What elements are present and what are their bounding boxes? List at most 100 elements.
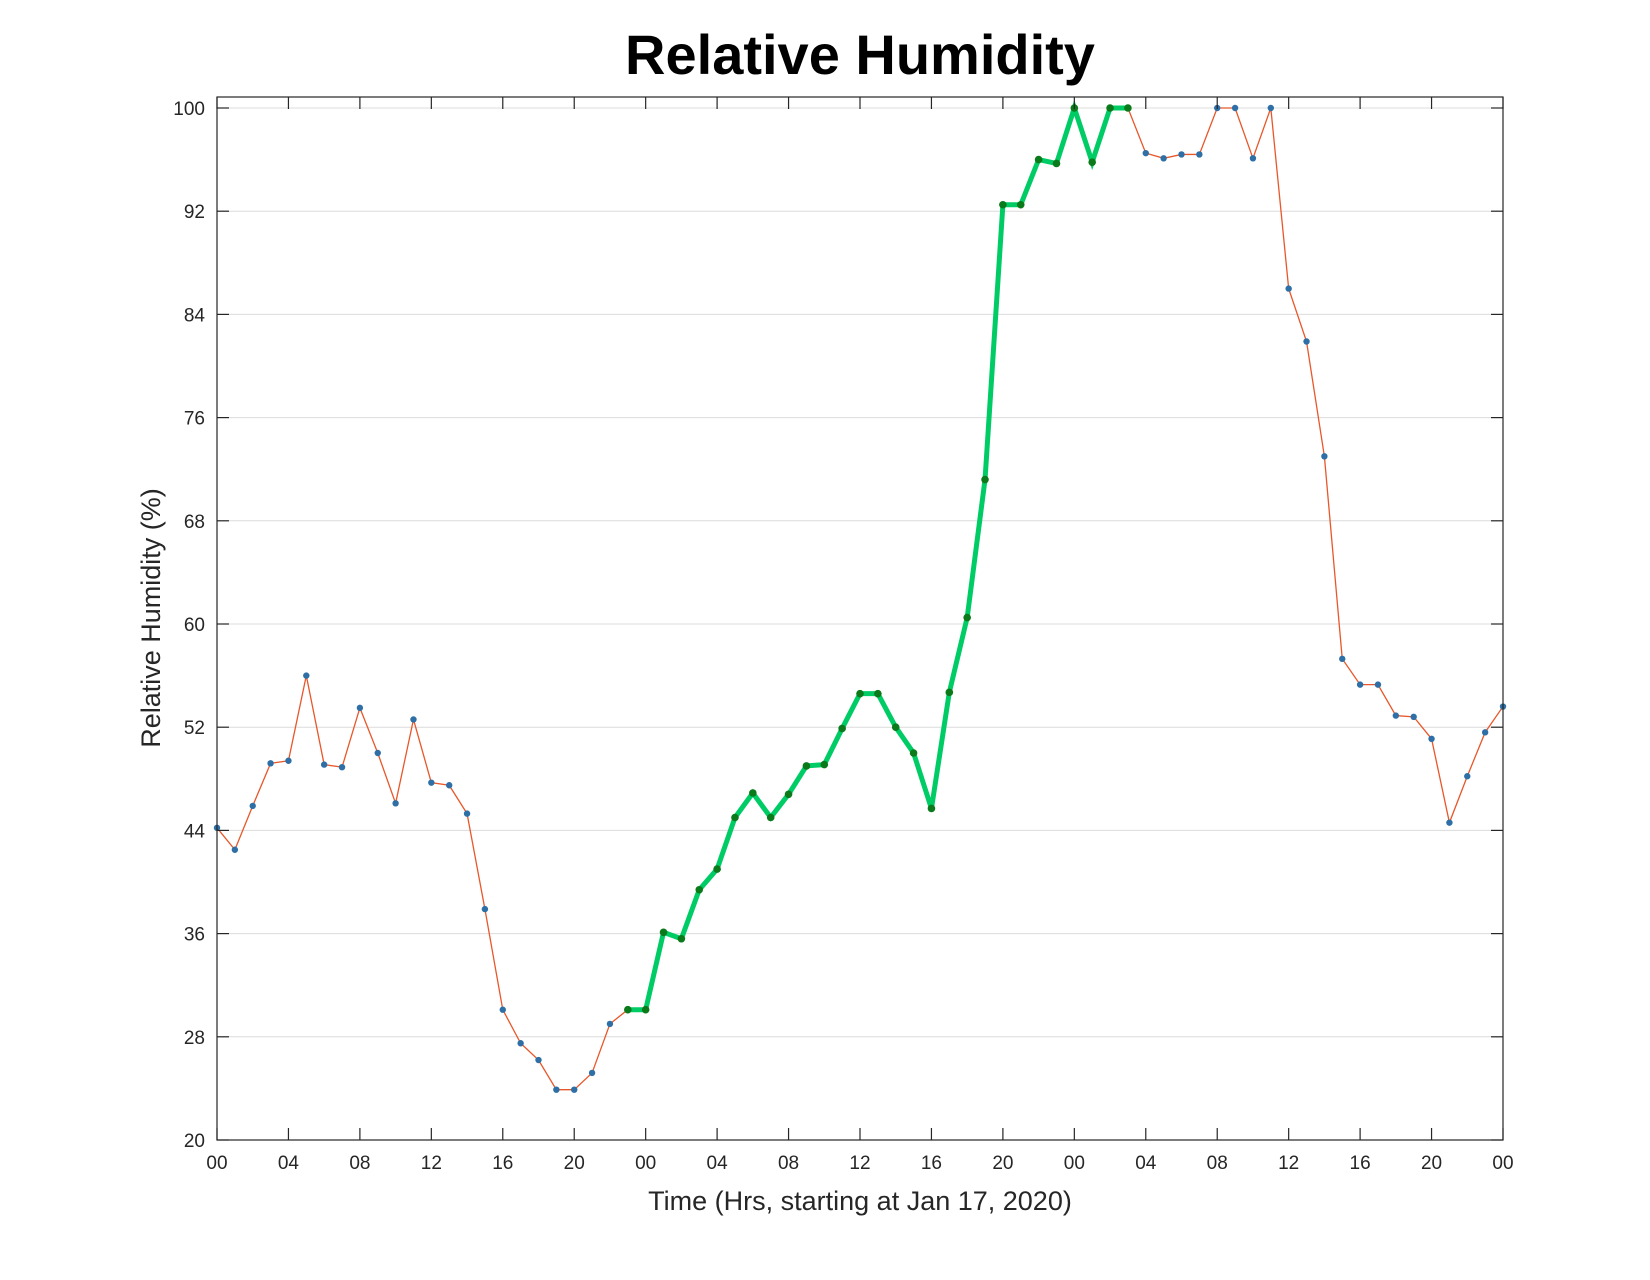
x-tick-label: 16: [492, 1153, 513, 1174]
x-tick-label: 12: [849, 1153, 870, 1174]
data-point: [1196, 151, 1203, 158]
y-tick-label: 60: [184, 615, 205, 636]
data-point: [463, 810, 471, 817]
data-point: [1374, 681, 1382, 688]
data-point: [410, 716, 417, 723]
data-point-highlight: [981, 475, 989, 484]
y-tick-label: 68: [184, 512, 205, 533]
data-point: [445, 782, 453, 789]
data-point-highlight: [1034, 155, 1043, 164]
data-point: [1178, 151, 1185, 158]
x-tick-label: 04: [278, 1153, 300, 1174]
data-point-highlight: [784, 790, 793, 799]
data-point: [1303, 338, 1310, 345]
y-tick-label: 44: [184, 821, 206, 842]
data-point: [481, 905, 489, 913]
y-tick-label: 92: [184, 202, 205, 223]
data-point: [1160, 155, 1167, 162]
x-tick-label: 00: [1064, 1153, 1085, 1174]
y-tick-label: 84: [184, 305, 206, 326]
chart-title: Relative Humidity: [625, 23, 1095, 86]
data-point-highlight: [695, 885, 704, 894]
y-axis-label: Relative Humidity (%): [136, 488, 166, 748]
data-point: [392, 800, 399, 807]
data-point: [1481, 729, 1489, 736]
x-tick-label: 08: [349, 1153, 370, 1174]
data-point: [553, 1086, 560, 1093]
data-point: [1231, 104, 1239, 112]
x-tick-label: 20: [992, 1153, 1013, 1174]
data-point: [249, 802, 256, 810]
data-point: [1267, 104, 1275, 112]
data-point: [374, 749, 381, 757]
y-tick-label: 36: [184, 925, 205, 946]
data-point: [1321, 453, 1328, 460]
data-point-highlight: [856, 689, 864, 698]
data-point: [1428, 735, 1435, 743]
x-tick-label: 00: [206, 1153, 227, 1174]
x-tick-label: 12: [421, 1153, 442, 1174]
x-tick-label: 12: [1278, 1153, 1299, 1174]
x-tick-label: 04: [1135, 1153, 1157, 1174]
data-point: [303, 672, 310, 679]
data-point-highlight: [713, 865, 721, 873]
data-point-highlight: [945, 688, 954, 697]
data-point: [320, 761, 328, 768]
y-tick-label: 52: [184, 718, 205, 739]
data-point-highlight: [1124, 104, 1132, 112]
data-point-highlight: [1106, 104, 1114, 112]
data-point: [428, 779, 435, 786]
data-point-highlight: [838, 724, 846, 733]
data-point: [571, 1086, 578, 1093]
data-point: [606, 1020, 614, 1028]
data-point: [285, 757, 292, 764]
data-point: [1392, 712, 1400, 719]
y-tick-label: 28: [184, 1028, 205, 1049]
data-point: [231, 846, 239, 853]
data-point: [267, 760, 274, 767]
x-tick-label: 20: [564, 1153, 585, 1174]
data-point: [588, 1069, 596, 1077]
data-point: [1285, 285, 1292, 292]
data-point: [1339, 655, 1346, 663]
data-point: [356, 704, 364, 712]
data-point-highlight: [927, 804, 936, 813]
x-axis-label: Time (Hrs, starting at Jan 17, 2020): [648, 1186, 1072, 1216]
data-point: [1356, 681, 1364, 688]
data-point-highlight: [802, 762, 811, 770]
data-point: [499, 1006, 506, 1013]
data-point: [1446, 819, 1453, 826]
data-point: [1142, 149, 1149, 157]
data-point-highlight: [909, 749, 918, 757]
data-point-highlight: [963, 613, 971, 622]
data-point-highlight: [641, 1005, 650, 1014]
x-tick-label: 20: [1421, 1153, 1442, 1174]
data-point: [517, 1040, 524, 1047]
data-point-highlight: [766, 813, 775, 822]
data-point: [535, 1056, 542, 1064]
y-tick-label: 76: [184, 409, 205, 430]
y-tick-label: 20: [184, 1131, 205, 1152]
x-tick-label: 08: [1207, 1153, 1228, 1174]
data-point-highlight: [874, 689, 882, 698]
x-tick-label: 04: [707, 1153, 729, 1174]
x-tick-label: 08: [778, 1153, 799, 1174]
data-point-highlight: [820, 760, 829, 769]
y-tick-label: 100: [173, 99, 205, 120]
data-point-highlight: [677, 934, 686, 943]
data-point-highlight: [1016, 200, 1025, 209]
data-point: [1464, 773, 1471, 780]
data-point-highlight: [1052, 159, 1061, 168]
data-point-highlight: [1088, 158, 1096, 166]
data-point: [338, 763, 346, 771]
data-point-highlight: [891, 723, 900, 731]
x-tick-label: 00: [635, 1153, 656, 1174]
data-point-highlight: [749, 789, 757, 797]
data-point-highlight: [999, 200, 1007, 209]
x-tick-label: 16: [921, 1153, 942, 1174]
data-point-highlight: [624, 1005, 632, 1014]
